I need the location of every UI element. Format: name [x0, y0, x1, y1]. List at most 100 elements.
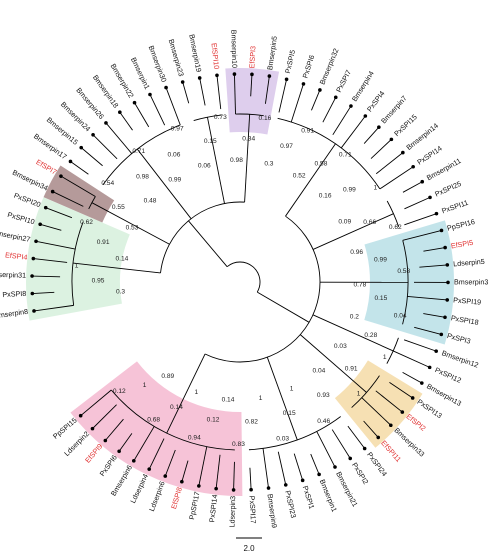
- leaf-label: PxSPI25: [433, 179, 462, 199]
- tip-node: [428, 195, 432, 200]
- tip-node: [197, 484, 201, 488]
- tip-node: [180, 80, 185, 84]
- tip-branch: [361, 397, 392, 426]
- tip-node: [32, 309, 36, 313]
- support-value: 0.98: [136, 174, 149, 181]
- leaf-label: PxSPI10: [6, 210, 35, 226]
- leaf-label: PxSPI11: [440, 198, 469, 216]
- tip-node: [401, 150, 405, 155]
- tip-node: [363, 114, 368, 118]
- tip-branch: [310, 453, 320, 475]
- tip-node: [446, 280, 450, 285]
- support-values: 0.3 0.95 1 0.14 0.91 0.62 0.53 0.55 0.54 0.48 0.98…: [75, 114, 411, 448]
- tip-branch: [216, 75, 222, 110]
- support-value: 0.16: [258, 115, 271, 122]
- tip-branch: [414, 326, 442, 335]
- support-value: 0.71: [132, 148, 145, 155]
- leaf-label: PxSPI1: [301, 485, 317, 511]
- clade-arc: [88, 196, 96, 210]
- tip-branch: [370, 139, 392, 159]
- clade-stem: [73, 262, 161, 274]
- support-value: 0.98: [230, 157, 243, 164]
- tip-branch: [423, 247, 446, 252]
- tip-branch: [92, 404, 117, 429]
- support-value: 0.68: [147, 416, 160, 423]
- tip-node: [443, 315, 447, 320]
- tip-node: [250, 72, 254, 77]
- clade-sector-mauve: [43, 165, 115, 223]
- support-value: 0.03: [334, 343, 347, 350]
- leaf-label: EfSPI4: [5, 250, 28, 261]
- tip-node: [389, 137, 394, 142]
- backbone-stem: [257, 291, 310, 323]
- tip-node: [232, 72, 237, 76]
- tip-branch: [347, 425, 366, 449]
- tip-node: [434, 349, 438, 353]
- tip-branch: [70, 161, 89, 175]
- support-value: 1: [259, 395, 263, 402]
- support-value: 1: [383, 354, 387, 361]
- support-value: 0.16: [319, 192, 332, 199]
- clade-stem: [312, 314, 394, 352]
- tip-node: [349, 104, 353, 108]
- leaf-label: PxSPI2: [350, 461, 370, 486]
- tip-node: [420, 179, 425, 184]
- tip-node: [180, 479, 184, 484]
- clade-arc: [248, 416, 341, 451]
- tip-node: [439, 228, 444, 233]
- clade-highlight-sectors: [25, 68, 454, 496]
- backbone-stem: [188, 220, 228, 267]
- support-value: 0.52: [293, 173, 306, 180]
- tip-branch: [264, 76, 270, 104]
- support-value: 1: [373, 184, 377, 191]
- support-value: 0.48: [144, 198, 157, 205]
- tip-node: [104, 121, 108, 125]
- tip-branch: [322, 97, 337, 123]
- support-value: 0.62: [389, 224, 402, 231]
- support-value: 1: [290, 385, 294, 392]
- tip-node: [118, 110, 122, 115]
- leaf-label: PxSPI6: [98, 453, 119, 478]
- tip-node: [30, 274, 34, 278]
- tip-branch: [331, 429, 351, 459]
- tip-branch: [104, 418, 124, 441]
- tip-branch: [404, 196, 431, 210]
- leaf-label: PxSPI7: [334, 68, 353, 93]
- tip-node: [147, 467, 152, 471]
- tip-branch: [290, 83, 304, 123]
- support-value: 0.06: [198, 162, 211, 169]
- leaf-label: PxSPI19: [453, 295, 482, 306]
- tip-branch: [149, 94, 166, 126]
- leaf-label: PpSPI15: [51, 416, 79, 441]
- tip-node: [78, 413, 83, 418]
- tip-node: [348, 456, 353, 461]
- tip-node: [284, 77, 289, 82]
- tip-node: [445, 298, 450, 302]
- tip-branch: [363, 126, 380, 144]
- leaf-label: Bmserpin30: [147, 44, 169, 83]
- tip-node: [215, 73, 219, 78]
- leaf-label: Bmserpin1: [318, 478, 339, 513]
- tip-node: [79, 145, 84, 150]
- tip-branch: [133, 426, 155, 462]
- clade-stem: [285, 143, 336, 217]
- leaf-label: Bmserpin5: [265, 35, 279, 70]
- tip-node: [164, 85, 168, 90]
- support-value: 0.58: [315, 160, 328, 167]
- clade-stem: [244, 114, 251, 203]
- tip-node: [443, 245, 447, 250]
- tip-node: [59, 174, 63, 178]
- clade-sector-peach: [334, 360, 423, 448]
- clade-stem: [266, 357, 298, 441]
- tip-branch: [148, 438, 165, 470]
- tip-branch: [215, 454, 221, 489]
- support-value: 0.97: [171, 125, 184, 132]
- tip-branch: [332, 105, 352, 136]
- tip-branch: [33, 258, 68, 263]
- clade-arc: [277, 117, 381, 190]
- leaf-label: Bmserpin19: [187, 33, 203, 72]
- tip-branch: [419, 264, 448, 268]
- leaf-label: EfSPI11: [379, 439, 403, 464]
- tip-node: [148, 92, 152, 97]
- tip-node: [283, 483, 288, 487]
